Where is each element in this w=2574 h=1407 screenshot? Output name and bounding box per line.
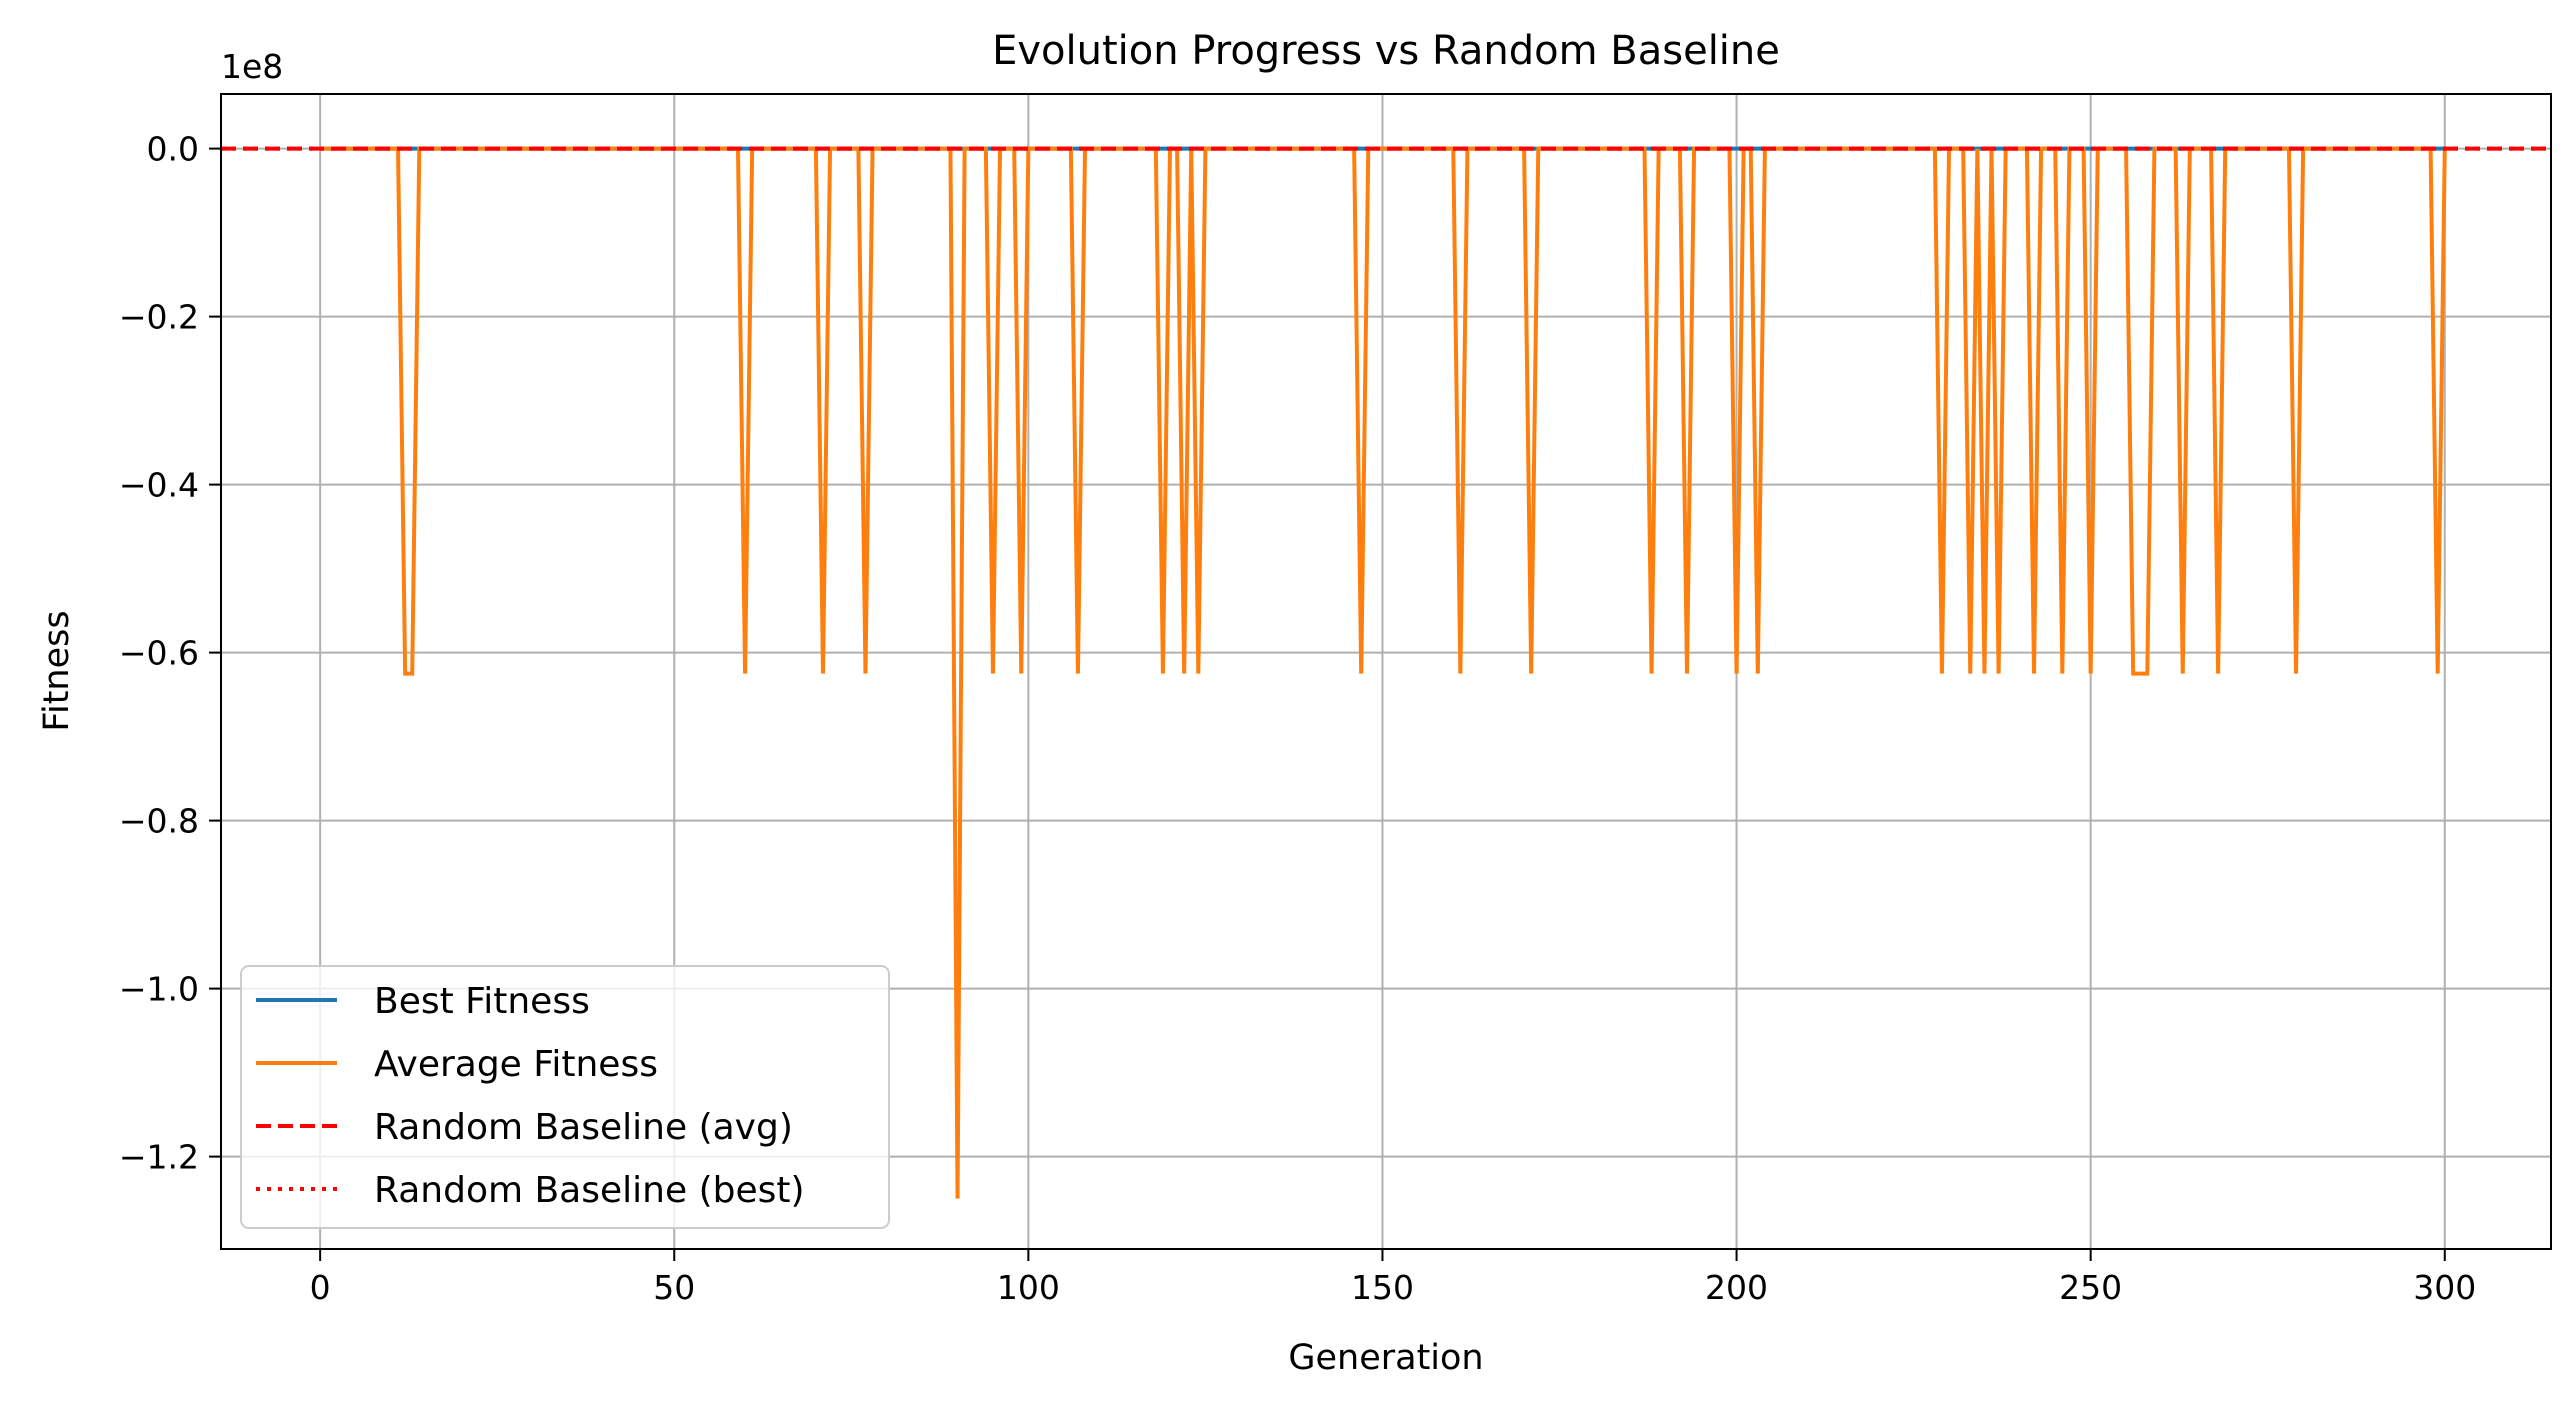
x-tick-label: 0 [310, 1268, 331, 1307]
x-tick-label: 50 [653, 1268, 695, 1307]
chart-title: Evolution Progress vs Random Baseline [992, 28, 1780, 74]
y-offset-label: 1e8 [221, 47, 283, 86]
y-tick-label: −0.2 [119, 298, 199, 337]
y-axis-label: Fitness [37, 610, 77, 731]
y-tick-label: −0.8 [119, 802, 199, 841]
y-tick-label: −0.6 [119, 634, 199, 673]
legend-label: Random Baseline (avg) [374, 1107, 793, 1148]
legend-label: Average Fitness [374, 1044, 658, 1085]
legend-label: Random Baseline (best) [374, 1170, 805, 1211]
series-lines [221, 146, 2551, 1199]
x-axis-label: Generation [1288, 1338, 1483, 1378]
y-axis-ticks: 0.0 −0.2 −0.4 −0.6 −0.8 −1.0 −1.2 [119, 130, 221, 1177]
legend-label: Best Fitness [374, 981, 590, 1022]
legend-box [240, 965, 890, 1229]
x-tick-label: 200 [1705, 1268, 1768, 1307]
x-tick-label: 100 [997, 1268, 1060, 1307]
y-tick-label: −0.4 [119, 466, 199, 505]
plot-frame [220, 93, 2552, 1250]
x-tick-label: 150 [1351, 1268, 1414, 1307]
y-tick-label: −1.2 [119, 1138, 199, 1177]
legend: Best Fitness Average Fitness Random Baseli… [240, 965, 890, 1229]
y-tick-label: 0.0 [147, 130, 199, 169]
x-tick-label: 300 [2413, 1268, 2476, 1307]
y-tick-label: −1.0 [119, 970, 199, 1009]
x-axis-ticks: 0 50 100 150 200 250 300 [310, 1249, 2476, 1307]
x-tick-label: 250 [2059, 1268, 2122, 1307]
